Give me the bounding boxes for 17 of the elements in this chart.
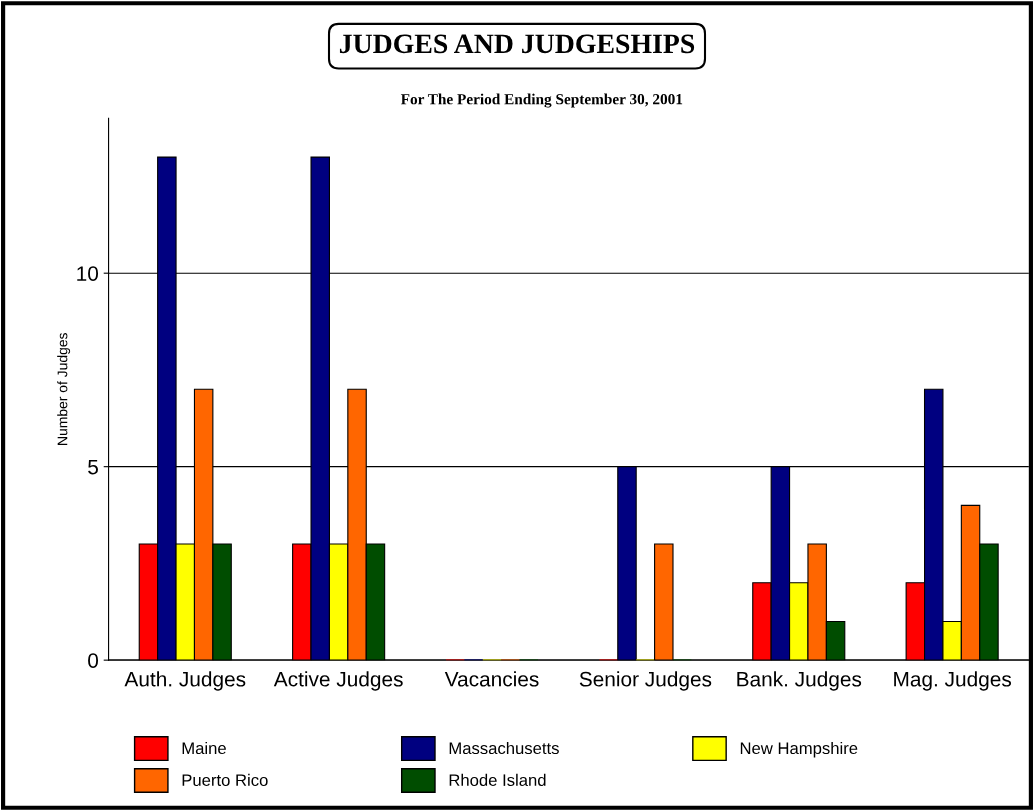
x-tick-label: Active Judges [273,671,403,691]
chart-subtitle: For The Period Ending September 30, 2001 [400,93,683,108]
y-tick-label: 5 [88,459,98,475]
x-tick-label: Mag. Judges [894,671,1012,691]
legend-label: Puerto Rico [182,773,268,787]
y-tick-label: 0 [88,653,99,668]
y-tick-label: 10 [77,266,99,281]
legend-label: Rhode Island [449,773,546,787]
legend-label: New Hampshire [740,741,858,758]
x-tick-label: Senior Judges [579,671,712,691]
chart-title: JUDGES AND JUDGESHIPS [339,34,695,54]
legend-label: Maine [182,741,226,755]
x-tick-label: Auth. Judges [124,671,246,691]
y-axis-title: Number of Judges [57,333,71,445]
x-tick-label: Bank. Judges [737,671,862,691]
legend-label: Massachusetts [449,741,559,755]
x-tick-label: Vacancies [444,671,539,687]
